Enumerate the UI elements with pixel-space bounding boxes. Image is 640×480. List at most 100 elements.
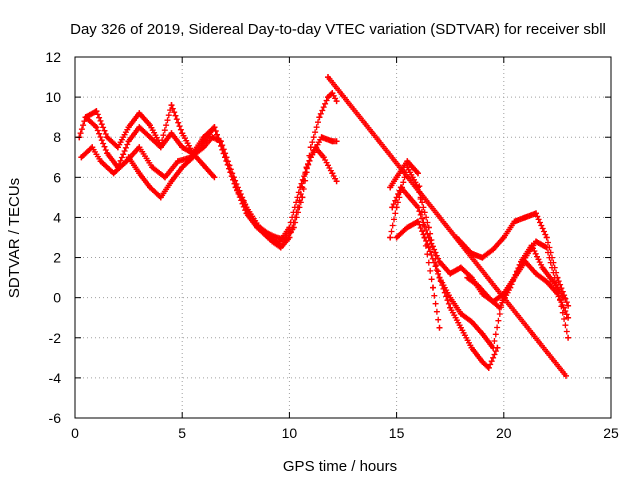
data-point [468,344,475,351]
data-point [157,194,164,201]
data-point [404,158,411,165]
data-point [533,210,539,217]
y-tick-label: 10 [45,89,61,105]
data-point [157,142,164,149]
data-point [97,158,104,165]
data-point [393,234,400,241]
data-point [565,334,572,341]
data-point [125,138,132,145]
data-point [273,234,280,241]
data-point [269,238,276,245]
data-point [436,274,443,281]
data-point [468,318,475,325]
data-point [136,124,143,131]
data-point [490,344,497,351]
data-point [325,74,331,81]
x-tick-label: 25 [603,425,619,441]
data-point [496,304,503,311]
data-point [475,282,482,289]
data-point [539,264,546,271]
data-point [136,144,143,151]
data-point [179,164,186,171]
data-point [243,204,250,211]
data-point [320,154,327,161]
x-tick-label: 10 [282,425,298,441]
data-point [543,234,550,241]
data-point [290,224,297,231]
data-point [333,138,340,145]
data-point [174,158,181,165]
data-point [393,174,400,181]
data-point [560,294,567,301]
data-point [457,310,464,317]
data-point [211,174,218,181]
data-point [479,254,486,261]
data-point [415,204,421,211]
x-tick-label: 20 [496,425,512,441]
data-point [436,258,443,265]
data-point [136,170,143,177]
y-tick-label: 8 [53,129,61,145]
data-point [511,218,518,225]
data-point [93,108,100,115]
data-point [543,278,550,285]
data-point [387,184,394,191]
y-tick-label: 6 [53,169,61,185]
y-tick-label: -6 [49,410,62,426]
data-point [277,244,284,251]
data-point [404,224,411,231]
data-point [415,218,421,225]
data-point [329,170,336,177]
data-point [307,144,314,151]
chart-title: Day 326 of 2019, Sidereal Day-to-day VTE… [70,21,606,38]
data-point [200,162,207,169]
data-point [464,274,471,281]
data-point [136,110,143,117]
data-point [211,124,218,131]
data-point [387,234,394,241]
plot-frame [74,56,612,419]
data-point [490,246,497,253]
data-point [533,238,539,245]
data-point [93,124,100,131]
data-point [447,294,454,301]
data-point [518,258,524,265]
data-point [209,134,216,141]
data-point [147,134,153,141]
grid [75,57,611,418]
data-point [528,242,535,249]
data-point [254,222,261,229]
data-point [329,90,336,97]
y-tick-label: -4 [49,370,62,386]
data-point [479,330,486,337]
y-tick-label: -2 [49,330,62,346]
data-point [389,204,396,211]
y-tick-label: 0 [53,290,61,306]
data-point [82,114,89,121]
data-point [436,324,443,331]
data-point [447,270,454,277]
axis-ticks: 0 5 10 15 20 25 -6 -4 -2 0 2 4 6 8 10 12 [45,49,619,441]
data-point [425,244,432,251]
x-axis-label: GPS time / hours [283,458,397,475]
data-point [554,274,561,281]
x-tick-label: 0 [71,425,79,441]
data-point [179,144,186,151]
data-point [147,184,153,191]
data-point [147,122,153,129]
data-point [316,114,323,121]
series-outliers [325,74,568,377]
data-point [333,98,340,105]
x-tick-label: 15 [389,425,405,441]
data-point [415,170,421,177]
data-point [485,364,492,371]
data-point [200,138,207,145]
x-tick-label: 5 [178,425,186,441]
data-point [265,230,271,237]
data-point [189,154,196,161]
data-point [404,164,411,171]
data-point [333,178,340,185]
data-point [318,134,325,141]
data-point [149,164,156,171]
